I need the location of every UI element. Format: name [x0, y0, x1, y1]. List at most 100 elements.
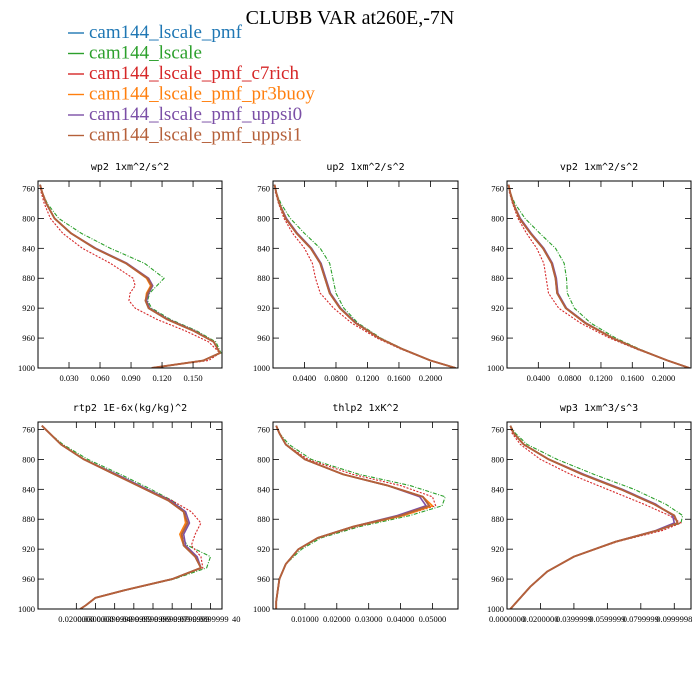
y-tick-label: 960 [257, 333, 270, 343]
series-line [41, 425, 202, 609]
plot-frame [506, 421, 692, 610]
panel-title: wp3 1xm^3/s^3 [560, 403, 638, 414]
figure-title: CLUBB VAR at260E,-7N [246, 7, 455, 29]
plot-frame [506, 180, 692, 369]
x-tick-label: 0.04000 [387, 614, 415, 624]
y-tick-label: 1000 [487, 363, 504, 373]
series-line [508, 184, 690, 368]
y-tick-label: 880 [257, 273, 270, 283]
series-line [274, 184, 456, 368]
series-line [41, 425, 204, 609]
y-tick-label: 920 [22, 303, 35, 313]
y-tick-label: 920 [257, 544, 270, 554]
x-tick-label: 0.2000 [652, 373, 675, 383]
y-tick-label: 840 [22, 484, 35, 494]
legend-entry: cam144_lscale_pmf_pr3buoy [68, 84, 315, 105]
y-tick-label: 880 [491, 514, 504, 524]
x-tick-label: 0.030 [59, 373, 78, 383]
y-tick-label: 840 [22, 243, 35, 253]
panel-title: wp2 1xm^2/s^2 [91, 162, 169, 173]
y-tick-label: 840 [257, 484, 270, 494]
series-line [39, 184, 221, 368]
legend-label: cam144_lscale [89, 43, 202, 64]
legend-label: cam144_lscale_pmf_uppsi0 [89, 104, 302, 125]
x-tick-label: 0.0000000 [489, 614, 525, 624]
x-tick-label: 0.0800 [324, 373, 347, 383]
y-tick-label: 1000 [253, 363, 270, 373]
y-tick-label: 760 [22, 183, 35, 193]
series-group [507, 184, 690, 368]
x-tick-label: 0.03000 [355, 614, 383, 624]
series-line [275, 425, 437, 609]
chart-panel: thlp2 1xK^2 760 800 840 880 920 960 1000 0.01000… [253, 403, 459, 624]
x-tick-label: 0.0499999 [116, 614, 152, 624]
series-line [273, 184, 456, 368]
x-tick-label: 0.0200000 [522, 614, 558, 624]
y-tick-label: 960 [491, 574, 504, 584]
series-line [507, 184, 690, 368]
series-line [507, 184, 690, 368]
y-tick-label: 840 [257, 243, 270, 253]
series-line [508, 184, 690, 368]
x-tick-label: 0.0899999 [192, 614, 228, 624]
series-line [41, 425, 202, 609]
series-line [275, 425, 446, 609]
series-line [274, 184, 456, 368]
series-line [509, 425, 679, 609]
chart-panel: rtp2 1E-6x(kg/kg)^2 760 800 840 880 920 960 100… [18, 403, 241, 624]
y-tick-label: 760 [257, 424, 270, 434]
x-tick-label: 0.060 [90, 373, 109, 383]
series-group [39, 184, 222, 368]
legend-entry: cam144_lscale [68, 43, 202, 64]
x-tick-label: 0.0300000 [77, 614, 113, 624]
x-tick-label: 0.0400 [527, 373, 550, 383]
series-line [273, 184, 456, 368]
y-tick-label: 920 [257, 303, 270, 313]
y-tick-label: 800 [491, 454, 504, 464]
y-tick-label: 760 [491, 424, 504, 434]
x-tick-label: 0.1200 [589, 373, 612, 383]
x-tick-label: 0.120 [152, 373, 171, 383]
legend-label: cam144_lscale_pmf [89, 22, 243, 43]
series-line [275, 425, 431, 609]
chart-panel: wp2 1xm^2/s^2 760 800 840 880 920 960 1000 0.030… [18, 162, 223, 383]
y-tick-label: 800 [22, 213, 35, 223]
y-tick-label: 800 [22, 454, 35, 464]
x-tick-label: 0.0599999 [135, 614, 171, 624]
series-line [507, 184, 690, 368]
panel-title: rtp2 1E-6x(kg/kg)^2 [73, 403, 187, 414]
series-line [39, 184, 221, 368]
legend: cam144_lscale_pmfcam144_lscalecam144_lsc… [68, 22, 315, 146]
y-tick-label: 920 [491, 544, 504, 554]
chart-panel: wp3 1xm^3/s^3 760 800 840 880 920 960 10000.000… [487, 403, 692, 624]
plot-frame [37, 180, 223, 369]
x-tick-label: 0.05000 [419, 614, 447, 624]
x-tick-label: 0.0799999 [623, 614, 659, 624]
series-line [41, 425, 202, 609]
x-tick-label: 0.0800 [558, 373, 581, 383]
series-line [41, 425, 202, 609]
panel-title: thlp2 1xK^2 [332, 403, 398, 414]
x-tick-label-overflow: 40 [232, 614, 241, 624]
x-tick-label: 0.01000 [291, 614, 319, 624]
series-line [39, 184, 222, 368]
y-tick-label: 800 [257, 454, 270, 464]
chart-panel: vp2 1xm^2/s^2 760 800 840 880 920 960 1000 0.040… [487, 162, 692, 383]
legend-entry: cam144_lscale_pmf_c7rich [68, 63, 299, 84]
x-tick-label: 0.0999998 [656, 614, 692, 624]
plot-frame [272, 180, 459, 369]
y-tick-label: 800 [257, 213, 270, 223]
y-tick-label: 760 [491, 183, 504, 193]
y-tick-label: 880 [22, 514, 35, 524]
y-tick-label: 800 [491, 213, 504, 223]
legend-label: cam144_lscale_pmf_pr3buoy [89, 84, 315, 105]
x-tick-label: 0.0200000 [58, 614, 94, 624]
y-tick-label: 1000 [487, 604, 504, 614]
series-line [275, 425, 431, 609]
chart-panel: up2 1xm^2/s^2 760 800 840 880 920 960 1000 0.040… [253, 162, 459, 383]
series-line [507, 184, 690, 368]
x-tick-label: 0.0699999 [154, 614, 190, 624]
y-tick-label: 1000 [18, 363, 35, 373]
y-tick-label: 760 [22, 424, 35, 434]
